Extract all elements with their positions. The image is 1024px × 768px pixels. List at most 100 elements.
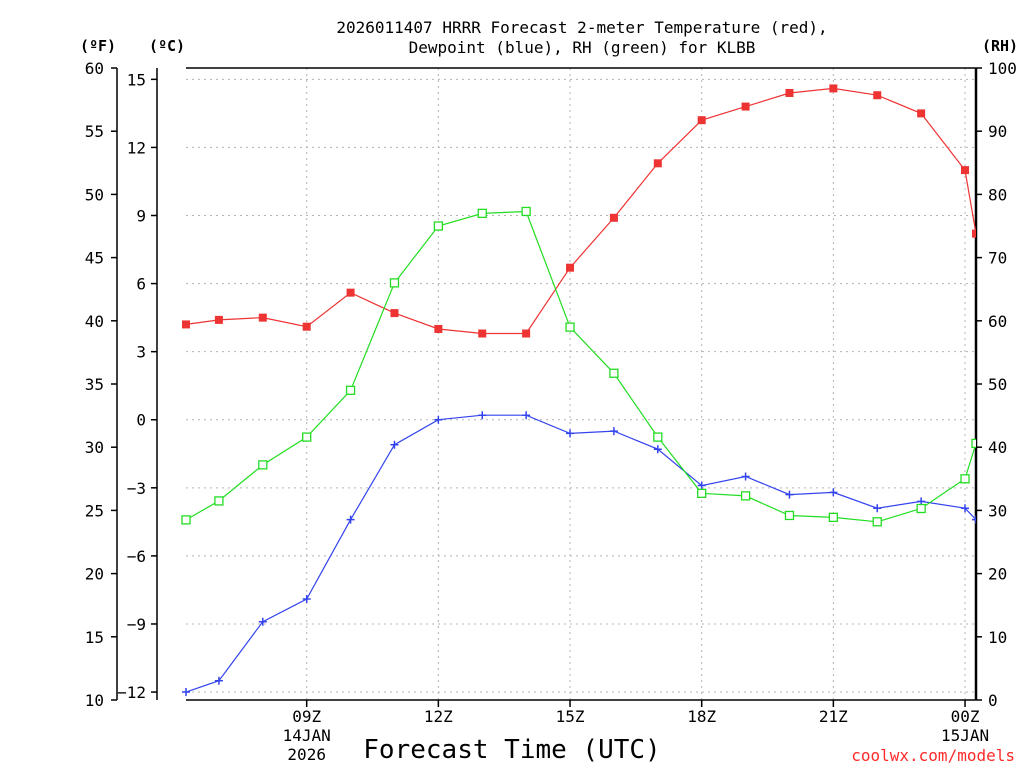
x-tick-label: 15Z	[556, 707, 585, 726]
rh-marker	[565, 322, 575, 332]
rh-tick-label: 30	[988, 501, 1007, 520]
celsius-tick-label: −12	[117, 683, 146, 702]
temperature-marker	[972, 229, 976, 238]
celsius-tick-label: 9	[136, 207, 146, 226]
celsius-tick-label: 6	[136, 275, 146, 294]
rh-marker	[653, 432, 663, 442]
rh-marker	[872, 517, 882, 527]
celsius-tick-label: −6	[127, 547, 146, 566]
x-tick-year-label: 2026	[287, 745, 326, 764]
temperature-marker	[302, 322, 311, 331]
credit-label: coolwx.com/models	[851, 746, 1015, 765]
rh-tick-label: 100	[988, 59, 1017, 78]
dewpoint-marker	[961, 504, 970, 513]
temperature-marker	[609, 213, 618, 222]
temperature-line	[185, 87, 976, 335]
fahrenheit-tick-label: 10	[85, 691, 104, 710]
fahrenheit-tick-label: 15	[85, 628, 104, 647]
rh-tick-label: 20	[988, 565, 1007, 584]
rh-marker	[214, 496, 224, 506]
dewpoint-marker	[829, 488, 838, 497]
temperature-marker	[182, 320, 190, 329]
celsius-unit-label: (ºC)	[149, 37, 185, 55]
dewpoint-marker	[522, 411, 531, 420]
grid-lines	[186, 68, 976, 700]
rh-marker	[740, 491, 751, 501]
dewpoint-marker	[478, 411, 487, 420]
chart-title-line-2: Dewpoint (blue), RH (green) for KLBB	[409, 38, 756, 57]
dewpoint-marker	[258, 617, 267, 626]
dewpoint-marker	[609, 427, 618, 436]
fahrenheit-tick-label: 55	[85, 122, 104, 141]
temperature-marker	[873, 91, 882, 100]
rh-line	[185, 210, 976, 523]
rh-unit-label: (RH)	[982, 37, 1018, 55]
celsius-tick-label: 15	[127, 70, 146, 89]
rh-marker	[302, 432, 312, 442]
dewpoint-marker	[434, 415, 443, 424]
celsius-tick-label: 3	[136, 343, 146, 362]
x-tick-label: 21Z	[819, 707, 848, 726]
temperature-marker	[390, 309, 399, 318]
celsius-tick-label: 0	[136, 411, 146, 430]
dewpoint-marker	[653, 445, 662, 454]
chart-title: 2026011407 HRRR Forecast 2-meter Tempera…	[336, 18, 827, 57]
series-group	[181, 84, 976, 697]
fahrenheit-unit-label: (ºF)	[80, 37, 116, 55]
temperature-marker	[478, 329, 487, 338]
dewpoint-line	[185, 414, 976, 693]
fahrenheit-tick-label: 25	[85, 501, 104, 520]
celsius-tick-label: −9	[127, 615, 146, 634]
fahrenheit-tick-label: 60	[85, 59, 104, 78]
rh-marker	[697, 488, 707, 498]
chart-title-line-1: 2026011407 HRRR Forecast 2-meter Tempera…	[336, 18, 827, 37]
x-tick-label: 18Z	[687, 707, 716, 726]
temperature-marker	[258, 313, 267, 322]
rh-tick-label: 60	[988, 312, 1007, 331]
rh-marker	[784, 510, 795, 521]
dewpoint-marker	[741, 472, 750, 481]
dewpoint-marker	[785, 490, 794, 499]
celsius-tick-label: −3	[127, 479, 146, 498]
dewpoint-marker	[566, 429, 575, 438]
x-tick-label: 09Z	[292, 707, 321, 726]
rh-marker	[477, 208, 487, 219]
temperature-marker	[917, 109, 926, 118]
temperature-marker	[829, 84, 838, 93]
rh-marker	[916, 503, 926, 514]
rh-marker	[609, 368, 619, 378]
rh-tick-label: 70	[988, 249, 1007, 268]
dewpoint-marker	[972, 515, 976, 524]
x-tick-date-label: 15JAN	[941, 726, 989, 745]
x-tick-label: 12Z	[424, 707, 453, 726]
dewpoint-marker	[697, 481, 706, 490]
temperature-marker	[785, 88, 794, 97]
dewpoint-marker	[302, 595, 311, 604]
rh-marker	[258, 460, 268, 470]
rh-marker	[389, 278, 400, 288]
temperature-marker	[346, 288, 355, 297]
dewpoint-marker	[346, 515, 355, 524]
rh-tick-label: 10	[988, 628, 1007, 647]
temperature-marker	[697, 116, 706, 125]
dewpoint-marker	[390, 440, 399, 449]
dewpoint-marker	[182, 688, 190, 697]
rh-marker	[345, 385, 356, 395]
fahrenheit-tick-label: 45	[85, 249, 104, 268]
celsius-tick-label: 12	[127, 138, 146, 157]
fahrenheit-tick-label: 30	[85, 438, 104, 457]
rh-tick-label: 40	[988, 438, 1007, 457]
fahrenheit-tick-label: 40	[85, 312, 104, 331]
dewpoint-marker	[873, 504, 882, 513]
x-tick-label: 00Z	[951, 707, 980, 726]
rh-tick-label: 50	[988, 375, 1007, 394]
rh-marker	[433, 221, 444, 231]
temperature-marker	[522, 329, 531, 338]
dewpoint-marker	[214, 676, 223, 685]
rh-marker	[960, 474, 970, 484]
fahrenheit-tick-label: 50	[85, 185, 104, 204]
temperature-marker	[214, 315, 223, 324]
temperature-marker	[434, 324, 443, 333]
chart-axes: 605550454035302520151015129630−3−6−9−121…	[85, 59, 1017, 764]
